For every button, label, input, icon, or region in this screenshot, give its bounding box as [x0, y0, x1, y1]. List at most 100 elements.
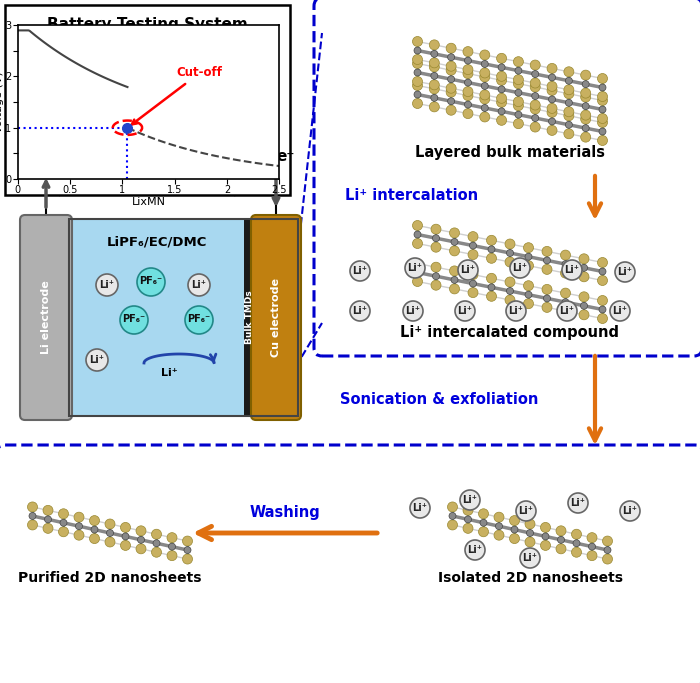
Circle shape [530, 100, 540, 110]
Circle shape [598, 257, 608, 268]
Circle shape [599, 106, 606, 113]
Circle shape [463, 91, 473, 100]
Circle shape [458, 260, 478, 280]
Circle shape [556, 526, 566, 536]
FancyBboxPatch shape [20, 215, 72, 420]
Circle shape [524, 298, 533, 309]
Text: Li⁺: Li⁺ [622, 506, 638, 516]
Circle shape [498, 108, 505, 115]
Circle shape [496, 75, 507, 85]
Circle shape [120, 306, 148, 334]
Circle shape [505, 295, 515, 305]
Circle shape [532, 115, 539, 122]
Text: Battery Testing System: Battery Testing System [47, 17, 248, 32]
Circle shape [562, 298, 569, 305]
Circle shape [414, 47, 421, 54]
Circle shape [598, 96, 608, 105]
Text: Li⁺: Li⁺ [192, 280, 206, 290]
Circle shape [429, 102, 440, 112]
Circle shape [515, 67, 522, 74]
Circle shape [480, 112, 490, 122]
Circle shape [136, 526, 146, 536]
Text: Li⁺ intercalation: Li⁺ intercalation [345, 189, 478, 204]
Circle shape [581, 114, 591, 124]
Circle shape [463, 505, 473, 516]
Circle shape [106, 529, 113, 537]
Circle shape [86, 349, 108, 371]
Circle shape [59, 509, 69, 519]
Circle shape [496, 71, 507, 81]
Circle shape [429, 40, 440, 50]
Circle shape [525, 537, 535, 547]
Circle shape [465, 57, 472, 64]
Circle shape [414, 269, 421, 276]
Circle shape [90, 516, 99, 526]
Circle shape [431, 224, 441, 234]
Circle shape [412, 98, 423, 109]
Circle shape [96, 274, 118, 296]
Circle shape [167, 533, 177, 542]
Circle shape [604, 546, 611, 553]
Circle shape [549, 118, 556, 125]
Circle shape [513, 100, 524, 111]
Circle shape [414, 69, 421, 76]
Circle shape [479, 509, 489, 519]
Circle shape [525, 519, 535, 529]
Text: Li⁺: Li⁺ [468, 545, 482, 555]
Circle shape [488, 246, 495, 253]
Circle shape [581, 132, 591, 142]
Text: Li⁺: Li⁺ [412, 503, 428, 513]
Circle shape [599, 306, 606, 313]
Circle shape [105, 537, 115, 547]
Circle shape [105, 519, 115, 529]
Circle shape [524, 281, 533, 291]
Circle shape [494, 512, 504, 522]
Circle shape [598, 74, 608, 83]
Circle shape [561, 268, 570, 278]
Circle shape [43, 505, 53, 516]
Circle shape [414, 231, 421, 238]
Text: Li⁺: Li⁺ [161, 368, 177, 378]
Text: Li⁺: Li⁺ [353, 266, 368, 276]
Circle shape [543, 257, 550, 264]
Circle shape [137, 536, 144, 543]
Circle shape [431, 242, 441, 252]
Circle shape [564, 85, 574, 95]
Circle shape [496, 94, 507, 103]
Circle shape [468, 288, 478, 298]
Circle shape [579, 310, 589, 320]
Circle shape [598, 113, 608, 124]
Text: Li⁺: Li⁺ [99, 280, 115, 290]
Circle shape [498, 86, 505, 93]
Circle shape [568, 493, 588, 513]
Circle shape [542, 264, 552, 275]
Circle shape [465, 79, 472, 86]
Circle shape [90, 533, 99, 544]
Text: LiPF₆/EC/DMC: LiPF₆/EC/DMC [106, 236, 206, 249]
Circle shape [549, 74, 556, 81]
Circle shape [547, 81, 557, 92]
Circle shape [433, 235, 440, 242]
Circle shape [547, 64, 557, 73]
Circle shape [446, 43, 456, 53]
Circle shape [463, 523, 473, 533]
Circle shape [350, 261, 370, 281]
Circle shape [76, 522, 83, 530]
Circle shape [405, 258, 425, 278]
Circle shape [449, 512, 456, 520]
Circle shape [43, 523, 53, 533]
Circle shape [412, 76, 423, 87]
Circle shape [463, 46, 473, 57]
Circle shape [412, 81, 423, 91]
Circle shape [496, 53, 507, 64]
Circle shape [507, 249, 514, 257]
Circle shape [580, 264, 587, 271]
Circle shape [429, 62, 440, 72]
Circle shape [447, 520, 458, 530]
Text: Li⁺: Li⁺ [617, 267, 633, 277]
Circle shape [587, 533, 597, 542]
Circle shape [598, 135, 608, 145]
Circle shape [463, 68, 473, 79]
Text: Li⁺: Li⁺ [564, 265, 580, 275]
Circle shape [136, 544, 146, 554]
